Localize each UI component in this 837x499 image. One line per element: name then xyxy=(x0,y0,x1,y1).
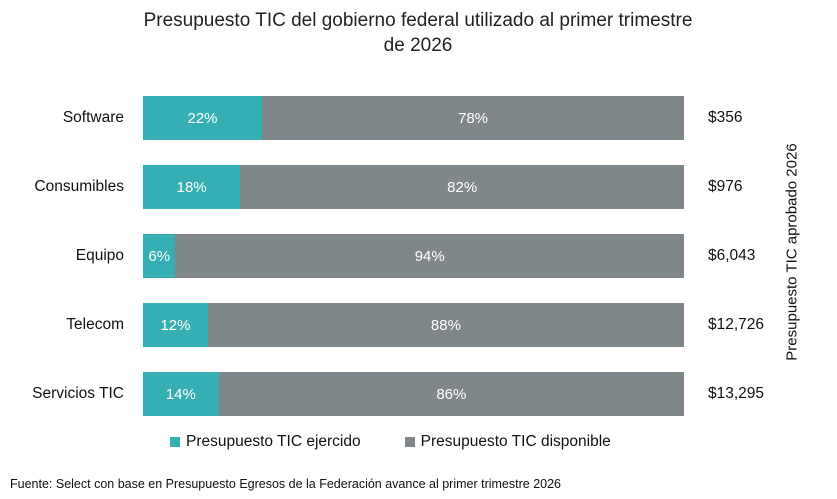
total-label-equipo: $6,043 xyxy=(708,247,756,264)
bar-segment-ejercido-equipo: 6% xyxy=(143,234,176,278)
legend: Presupuesto TIC ejercido Presupuesto TIC… xyxy=(170,433,611,451)
bar-segment-disponible-software: 78% xyxy=(262,96,684,140)
bar-segment-disponible-equipo: 94% xyxy=(175,234,684,278)
legend-label-ejercido: Presupuesto TIC ejercido xyxy=(186,433,361,450)
legend-item-disponible: Presupuesto TIC disponible xyxy=(404,433,611,451)
right-axis-label: Presupuesto TIC aprobado 2026 xyxy=(783,143,801,361)
bar-segment-ejercido-telecom: 12% xyxy=(143,303,208,347)
legend-swatch-ejercido xyxy=(170,437,180,447)
chart-title: Presupuesto TIC del gobierno federal uti… xyxy=(60,8,776,58)
data-label-ejercido-equipo: 6% xyxy=(148,247,171,265)
total-label-servicios-tic: $13,295 xyxy=(708,385,765,402)
bar-segment-ejercido-servicios-tic: 14% xyxy=(143,372,219,416)
bar-software: 22% 78% xyxy=(143,96,684,140)
data-label-ejercido-software: 22% xyxy=(187,109,218,127)
category-label-telecom: Telecom xyxy=(66,316,124,333)
data-label-ejercido-telecom: 12% xyxy=(160,316,191,334)
category-label-software: Software xyxy=(62,109,124,126)
bar-telecom: 12% 88% xyxy=(143,303,684,347)
legend-swatch-disponible xyxy=(404,437,415,447)
bar-segment-disponible-consumibles: 82% xyxy=(240,165,684,209)
total-label-software: $356 xyxy=(708,109,743,126)
legend-item-ejercido: Presupuesto TIC ejercido xyxy=(170,433,361,451)
category-label-servicios-tic: Servicios TIC xyxy=(32,385,124,402)
data-label-ejercido-consumibles: 18% xyxy=(176,178,207,196)
bar-segment-ejercido-consumibles: 18% xyxy=(143,165,241,209)
chart-title-line-1: Presupuesto TIC del gobierno federal uti… xyxy=(143,10,693,31)
data-label-disponible-telecom: 88% xyxy=(430,316,461,334)
chart-title-line-2: de 2026 xyxy=(383,35,453,56)
category-label-equipo: Equipo xyxy=(75,247,124,264)
data-label-disponible-software: 78% xyxy=(457,109,489,127)
bar-consumibles: 18% 82% xyxy=(143,165,684,209)
category-label-consumibles: Consumibles xyxy=(34,178,124,195)
total-label-consumibles: $976 xyxy=(708,178,743,195)
data-label-disponible-servicios-tic: 86% xyxy=(436,385,467,403)
bar-segment-disponible-servicios-tic: 86% xyxy=(218,372,684,416)
bar-segment-ejercido-software: 22% xyxy=(143,96,263,140)
data-label-disponible-equipo: 94% xyxy=(414,247,445,265)
source-note: Fuente: Select con base en Presupuesto E… xyxy=(10,477,562,491)
bar-segment-disponible-telecom: 88% xyxy=(207,303,684,347)
data-label-ejercido-servicios-tic: 14% xyxy=(165,385,196,403)
data-label-disponible-consumibles: 82% xyxy=(447,178,478,196)
legend-label-disponible: Presupuesto TIC disponible xyxy=(420,433,611,450)
bar-equipo: 6% 94% xyxy=(143,234,684,278)
bar-servicios-tic: 14% 86% xyxy=(143,372,684,416)
total-label-telecom: $12,726 xyxy=(708,316,765,333)
